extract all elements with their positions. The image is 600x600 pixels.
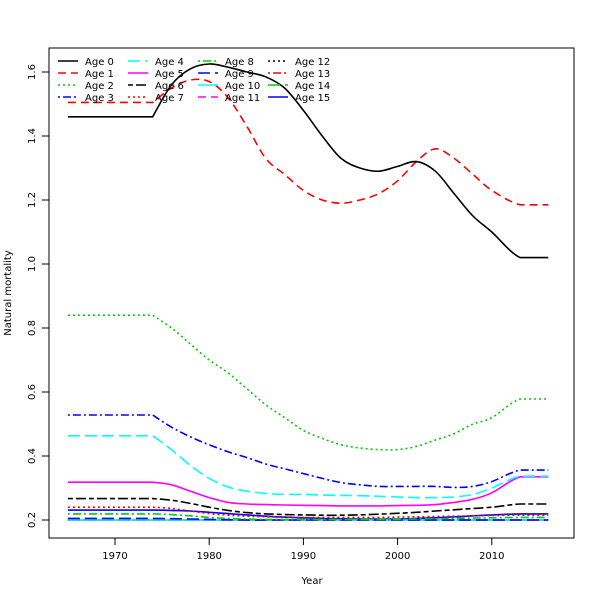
x-tick-label: 1990 <box>291 551 316 562</box>
y-tick-label: 0.8 <box>27 320 38 336</box>
series-line-age-0 <box>67 63 549 259</box>
series-layer <box>67 63 549 521</box>
x-tick-label: 2010 <box>479 551 504 562</box>
y-axis-label: Natural mortality <box>3 250 14 336</box>
series-line-age-6 <box>67 497 549 517</box>
legend-label: Age 14 <box>295 81 330 92</box>
series-line-age-8 <box>67 513 549 521</box>
y-tick-label: 1.0 <box>27 256 38 272</box>
legend-label: Age 11 <box>225 93 260 104</box>
y-tick-label: 1.2 <box>27 192 38 208</box>
legend-label: Age 3 <box>85 93 114 104</box>
legend-label: Age 13 <box>295 69 330 80</box>
y-tick-label: 0.6 <box>27 384 38 400</box>
y-tick-label: 1.6 <box>27 64 38 80</box>
series-line-age-2 <box>67 314 549 451</box>
legend-label: Age 10 <box>225 81 260 92</box>
y-tick-label: 1.4 <box>27 128 38 144</box>
legend-label: Age 7 <box>155 93 184 104</box>
legend-label: Age 0 <box>85 57 114 68</box>
y-tick-label: 0.4 <box>27 448 38 464</box>
series-line-age-1 <box>67 78 549 206</box>
y-tick-label: 0.2 <box>27 512 38 528</box>
legend-label: Age 9 <box>225 69 254 80</box>
legend-label: Age 2 <box>85 81 114 92</box>
x-tick-label: 2000 <box>385 551 410 562</box>
legend-label: Age 1 <box>85 69 114 80</box>
y-axis: 0.2 0.4 0.6 0.8 1.0 1.2 1.4 1.6 <box>27 64 49 528</box>
series-line-age-5 <box>67 476 549 507</box>
x-tick-label: 1980 <box>196 551 221 562</box>
series-line-age-7 <box>67 506 549 519</box>
legend-label: Age 12 <box>295 57 330 68</box>
series-line-age-4 <box>67 435 549 499</box>
legend-label: Age 15 <box>295 93 330 104</box>
legend-label: Age 6 <box>155 81 184 92</box>
x-tick-label: 1970 <box>102 551 127 562</box>
legend-label: Age 8 <box>225 57 254 68</box>
legend-label: Age 4 <box>155 57 184 68</box>
x-axis: 1970 1980 1990 2000 2010 <box>102 538 505 562</box>
legend-label: Age 5 <box>155 69 184 80</box>
x-axis-label: Year <box>300 576 323 587</box>
series-line-age-3 <box>67 414 549 489</box>
plot-area-frame <box>48 47 575 539</box>
